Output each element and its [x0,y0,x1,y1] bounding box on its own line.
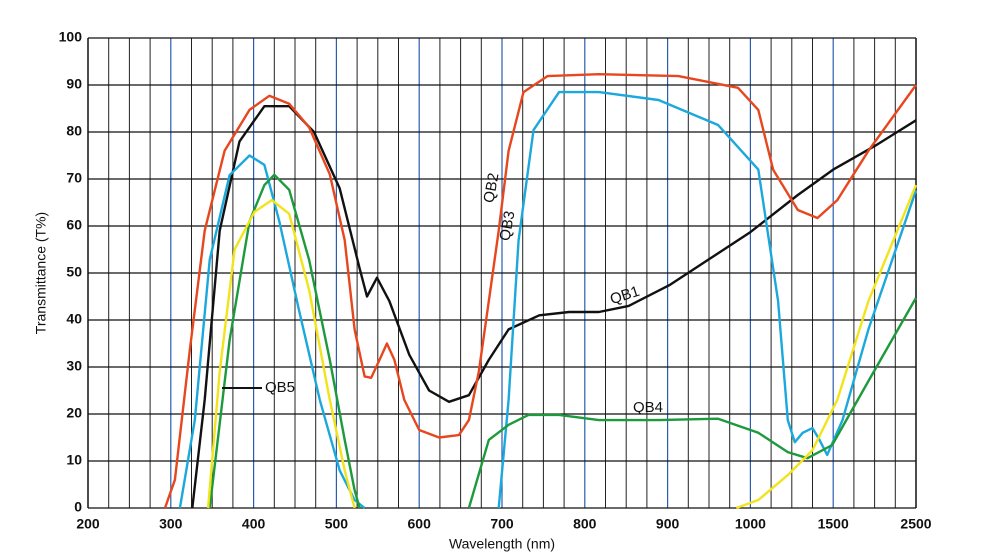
x-tick-label: 1000 [735,516,766,532]
x-tick-label: 900 [656,516,680,532]
x-tick-label: 200 [76,516,100,532]
series-line [191,105,917,509]
x-tick-label: 1500 [818,516,849,532]
series-label: QB2 [480,172,502,205]
series-line [163,73,917,509]
x-tick-label: 800 [573,516,597,532]
y-tick-label: 30 [66,358,82,374]
x-tick-label: 400 [242,516,266,532]
series-line [178,90,918,509]
y-tick-label: 100 [59,29,83,45]
x-tick-label: 700 [490,516,514,532]
series-line [208,173,918,509]
x-axis-label: Wavelength (nm) [449,536,555,552]
y-axis-label: Transmittance (T%) [33,212,49,334]
y-tick-label: 50 [66,264,82,280]
y-tick-label: 10 [66,452,82,468]
series-label: QB3 [496,210,518,243]
series-line [206,184,918,510]
x-tick-label: 2500 [900,516,931,532]
x-tick-label: 300 [159,516,183,532]
y-tick-label: 70 [66,170,82,186]
y-tick-label: 40 [66,311,82,327]
y-tick-label: 90 [66,76,82,92]
series-label: QB4 [633,399,663,416]
y-tick-label: 60 [66,217,82,233]
y-tick-label: 0 [74,499,82,515]
series-label: QB5 [265,379,295,396]
x-tick-label: 500 [325,516,349,532]
series-label: QB1 [608,283,642,308]
y-tick-label: 20 [66,405,82,421]
x-tick-label: 600 [408,516,432,532]
y-tick-label: 80 [66,123,82,139]
